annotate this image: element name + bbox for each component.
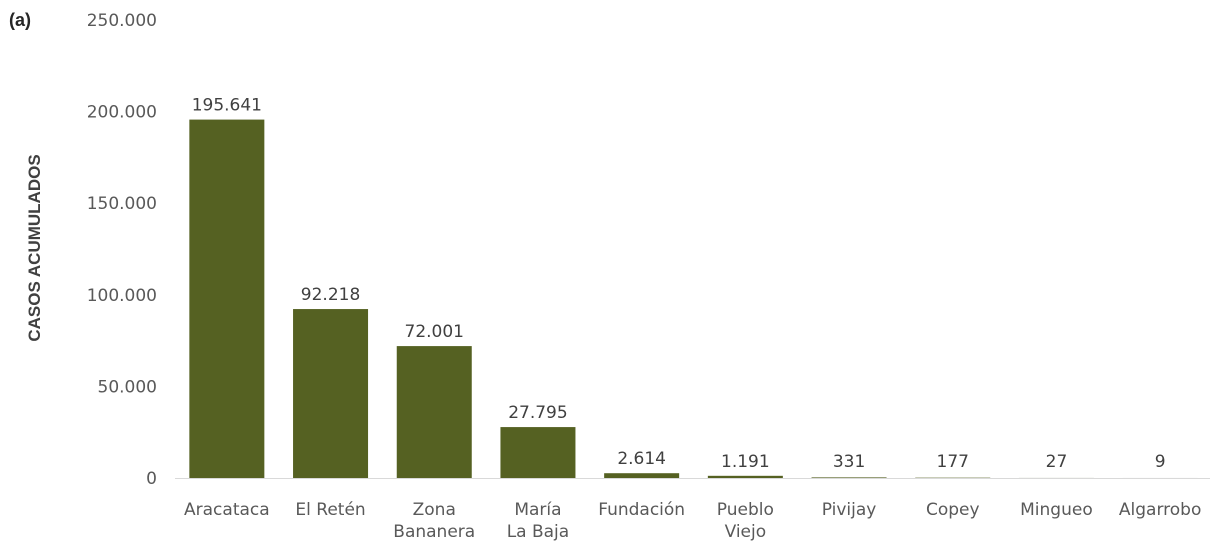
- bar: [915, 477, 991, 479]
- data-label: 9: [1155, 452, 1166, 472]
- bar: [500, 427, 576, 478]
- data-label: 2.614: [617, 449, 666, 469]
- category-label: Pivijay: [822, 500, 877, 520]
- y-tick-label: 50.000: [98, 377, 157, 397]
- bar: [293, 309, 369, 478]
- y-axis-ticks: 0 50.000 100.000 150.000 200.000 250.000: [87, 11, 157, 489]
- y-axis-label: CASOS ACUMULADOS: [25, 154, 44, 341]
- category-label: Algarrobo: [1119, 500, 1201, 520]
- y-tick-label: 0: [146, 469, 157, 489]
- y-tick-label: 200.000: [87, 103, 157, 123]
- data-label: 1.191: [721, 452, 770, 472]
- bar: [707, 475, 783, 478]
- category-label: Zona Bananera: [393, 500, 475, 542]
- y-tick-label: 100.000: [87, 286, 157, 306]
- bar: [189, 119, 265, 478]
- data-label: 72.001: [405, 322, 464, 342]
- data-label: 92.218: [301, 285, 360, 305]
- y-tick-label: 250.000: [87, 11, 157, 31]
- data-label: 177: [937, 452, 969, 472]
- data-label: 195.641: [192, 96, 262, 116]
- y-tick-label: 150.000: [87, 194, 157, 214]
- x-axis-labels: Aracataca El Retén Zona Bananera María La Baj…: [184, 500, 1201, 542]
- bar: [811, 477, 887, 478]
- bar: [396, 346, 472, 478]
- category-label: María La Baja: [507, 500, 570, 542]
- category-label: Aracataca: [184, 500, 270, 520]
- category-label: Pueblo Viejo: [717, 500, 774, 542]
- bars: [189, 119, 1198, 479]
- category-label: Mingueo: [1020, 500, 1093, 520]
- category-label: Fundación: [598, 500, 685, 520]
- panel-label: (a): [9, 10, 31, 30]
- category-label: Copey: [926, 500, 980, 520]
- category-label: El Retén: [295, 500, 365, 520]
- data-label: 27: [1046, 452, 1068, 472]
- bar: [604, 473, 680, 478]
- data-labels: 195.641 92.218 72.001 27.795 2.614 1.191 331 17…: [192, 96, 1166, 472]
- data-label: 331: [833, 452, 865, 472]
- data-label: 27.795: [508, 403, 567, 423]
